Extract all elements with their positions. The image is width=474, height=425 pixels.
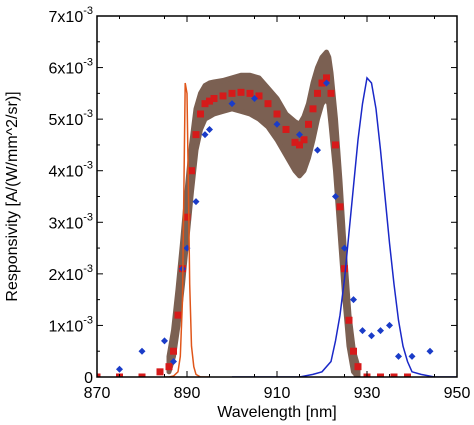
series-1-point (197, 110, 204, 118)
series-2-point (161, 337, 168, 345)
y-tick-label: 1x10-3 (49, 314, 93, 335)
series-1-point (309, 105, 317, 113)
series-1-point (156, 368, 164, 376)
series-1-point (97, 373, 101, 377)
x-tick-label: 950 (444, 385, 471, 402)
series-1-point (255, 92, 263, 100)
series-1-point (327, 89, 335, 97)
series-1-point (188, 167, 195, 175)
series-1-point (170, 347, 177, 355)
series-2-point (323, 79, 330, 87)
series-2-point (296, 131, 303, 139)
series-2-point (359, 327, 366, 335)
series-2-point (314, 146, 321, 154)
y-tick-label: 0 (84, 370, 93, 387)
series-1-point (165, 363, 173, 371)
series-1-point (345, 316, 353, 324)
series-2-point (332, 193, 339, 200)
series-2-point (395, 352, 402, 360)
series-2-point (206, 125, 213, 133)
y-tick-label: 5x10-3 (49, 108, 93, 129)
series-1-point (183, 213, 191, 221)
series-1-point (296, 141, 303, 149)
series-2-point (138, 347, 146, 355)
series-1-point (300, 136, 308, 144)
x-tick-label: 910 (264, 385, 291, 402)
series-1-point (305, 120, 312, 128)
series-2-point (426, 347, 434, 355)
series-2-point (192, 198, 200, 206)
series-2-point (116, 365, 123, 373)
series-1-point (323, 74, 330, 82)
x-tick-label: 930 (354, 385, 381, 402)
series-1-point (341, 265, 348, 273)
series-1-point (350, 347, 357, 355)
plot-frame (96, 15, 458, 378)
series-1-point (192, 131, 200, 139)
y-axis-label: Responsivity [A/(W/mm^2/sr)] (4, 91, 21, 301)
series-2-point (386, 321, 393, 329)
plot-layer (97, 49, 457, 377)
series-1-point (201, 100, 209, 108)
series-2-point (228, 100, 236, 108)
y-tick-label: 2x10-3 (49, 263, 93, 284)
series-1-point (246, 89, 254, 97)
series-1-point (237, 88, 245, 96)
x-axis-label: Wavelength [nm] (217, 404, 336, 421)
series-2-point (408, 352, 416, 360)
series-2-point (170, 358, 177, 366)
series-1-point (354, 363, 362, 371)
series-1-point (228, 89, 236, 97)
series-2-point (350, 296, 357, 304)
series-1-point (210, 95, 218, 103)
x-tick-label: 890 (174, 385, 201, 402)
series-2-point (341, 244, 348, 252)
series-2-point (251, 95, 258, 103)
series-0-band (166, 49, 361, 377)
y-tick-label: 4x10-3 (49, 160, 93, 181)
series-1-point (206, 97, 213, 105)
axes-layer: 870 890 910 930 950 0 1x10-3 2x10-3 3x10-3 4x10-3… (49, 5, 471, 402)
series-2-point (377, 327, 384, 335)
x-tick-label: 870 (84, 385, 111, 402)
series-3-line (232, 76, 457, 377)
y-tick-label: 6x10-3 (49, 57, 93, 78)
series-1-point (390, 373, 398, 377)
series-1-point (318, 79, 326, 87)
series-1-point (332, 141, 339, 149)
series-1-point (291, 138, 299, 146)
series-1-point (138, 373, 146, 377)
series-1-point (404, 373, 411, 377)
series-1-point (282, 125, 290, 133)
series-4-line (164, 82, 210, 377)
series-2-point (273, 120, 281, 128)
series-1-point (377, 373, 384, 377)
series-1-point (264, 100, 272, 108)
series-1-point (273, 110, 281, 118)
series-1-point (219, 92, 227, 100)
series-1-point (314, 89, 321, 97)
y-tick-label: 3x10-3 (49, 211, 93, 232)
plot-series-group (97, 49, 457, 377)
series-1-point (336, 203, 344, 211)
series-1-point (174, 311, 182, 319)
series-2-point (368, 332, 375, 340)
y-tick-label: 7x10-3 (49, 5, 93, 26)
series-2-point (201, 131, 209, 139)
